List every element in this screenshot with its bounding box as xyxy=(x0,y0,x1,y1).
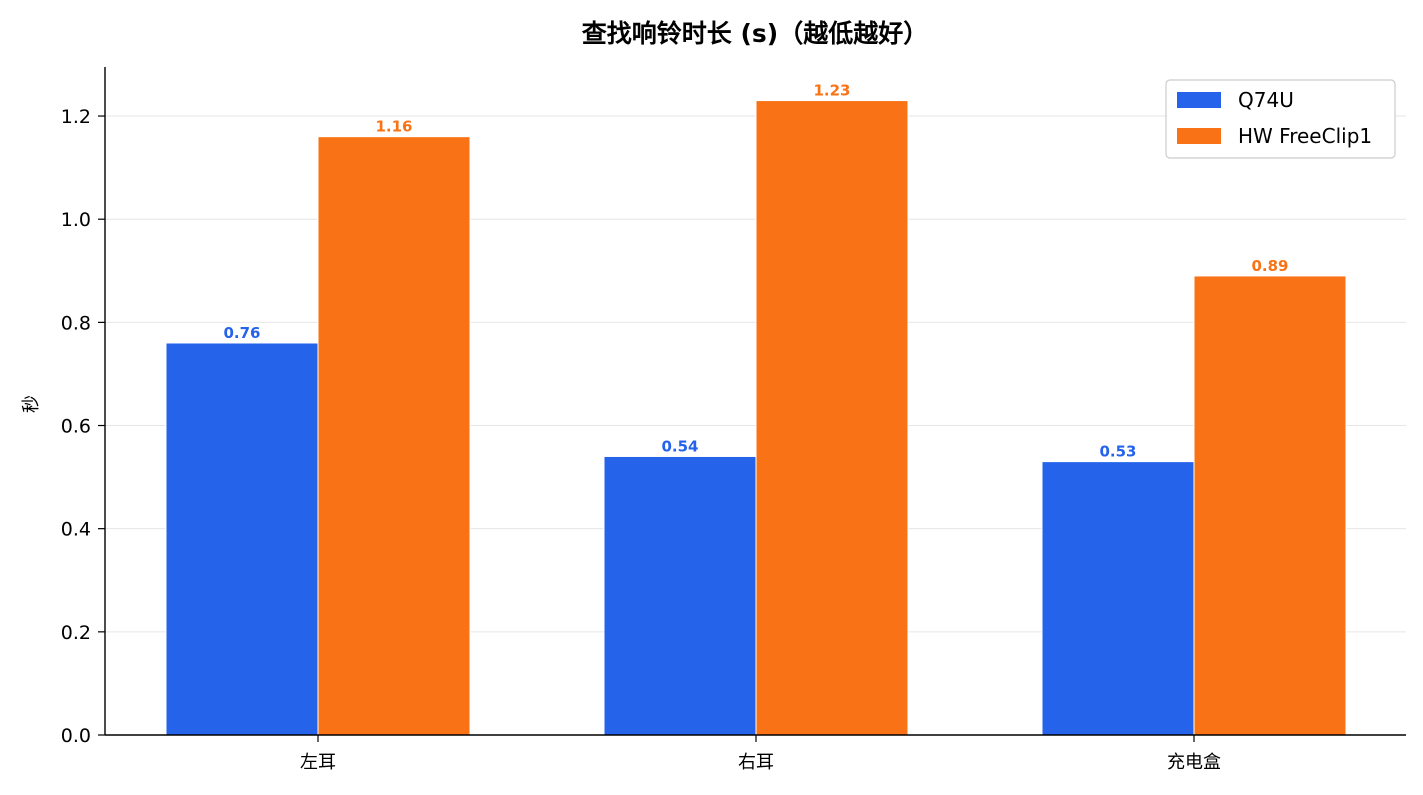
bar-q74u xyxy=(1041,461,1195,736)
legend: Q74U HW FreeClip1 xyxy=(1165,79,1396,159)
y-tick-label: 0.4 xyxy=(61,519,91,541)
bar-value-label: 0.54 xyxy=(661,437,698,455)
bar-q74u xyxy=(603,455,757,736)
legend-swatch xyxy=(1177,92,1221,108)
x-tick-label: 左耳 xyxy=(300,752,336,773)
x-tick-label: 充电盒 xyxy=(1167,752,1221,773)
y-tick-label: 0.6 xyxy=(61,416,91,438)
bar-value-label: 0.53 xyxy=(1099,443,1136,461)
legend-label: Q74U xyxy=(1238,88,1294,112)
bar-hw-freeclip1 xyxy=(317,136,471,736)
bars xyxy=(165,100,1347,736)
y-tick-label: 0.8 xyxy=(61,312,91,334)
y-tick-label: 0.2 xyxy=(61,622,91,644)
y-tick-label: 1.2 xyxy=(61,106,91,128)
axes: 0.0 0.2 0.4 0.6 0.8 1.0 1.2 左耳 右耳 充电盒 xyxy=(61,67,1406,773)
legend-swatch xyxy=(1177,128,1221,144)
bar-value-label: 0.76 xyxy=(223,324,260,342)
bar-value-label: 0.89 xyxy=(1251,257,1288,275)
x-tick-label: 右耳 xyxy=(738,752,774,773)
legend-box xyxy=(1165,79,1396,159)
y-tick-label: 1.0 xyxy=(61,209,91,231)
bar-value-label: 1.16 xyxy=(375,118,412,136)
bar-value-label: 1.23 xyxy=(813,82,850,100)
bar-hw-freeclip1 xyxy=(1193,275,1347,736)
y-axis-title: 秒 xyxy=(21,395,42,413)
chart-title: 查找响铃时长 (s)（越低越好） xyxy=(582,19,928,48)
legend-label: HW FreeClip1 xyxy=(1238,124,1372,148)
bar-q74u xyxy=(165,342,319,736)
data-labels: 0.76 1.16 0.54 1.23 0.53 0.89 xyxy=(223,82,1288,461)
bar-hw-freeclip1 xyxy=(755,100,909,736)
y-tick-label: 0.0 xyxy=(61,725,91,747)
